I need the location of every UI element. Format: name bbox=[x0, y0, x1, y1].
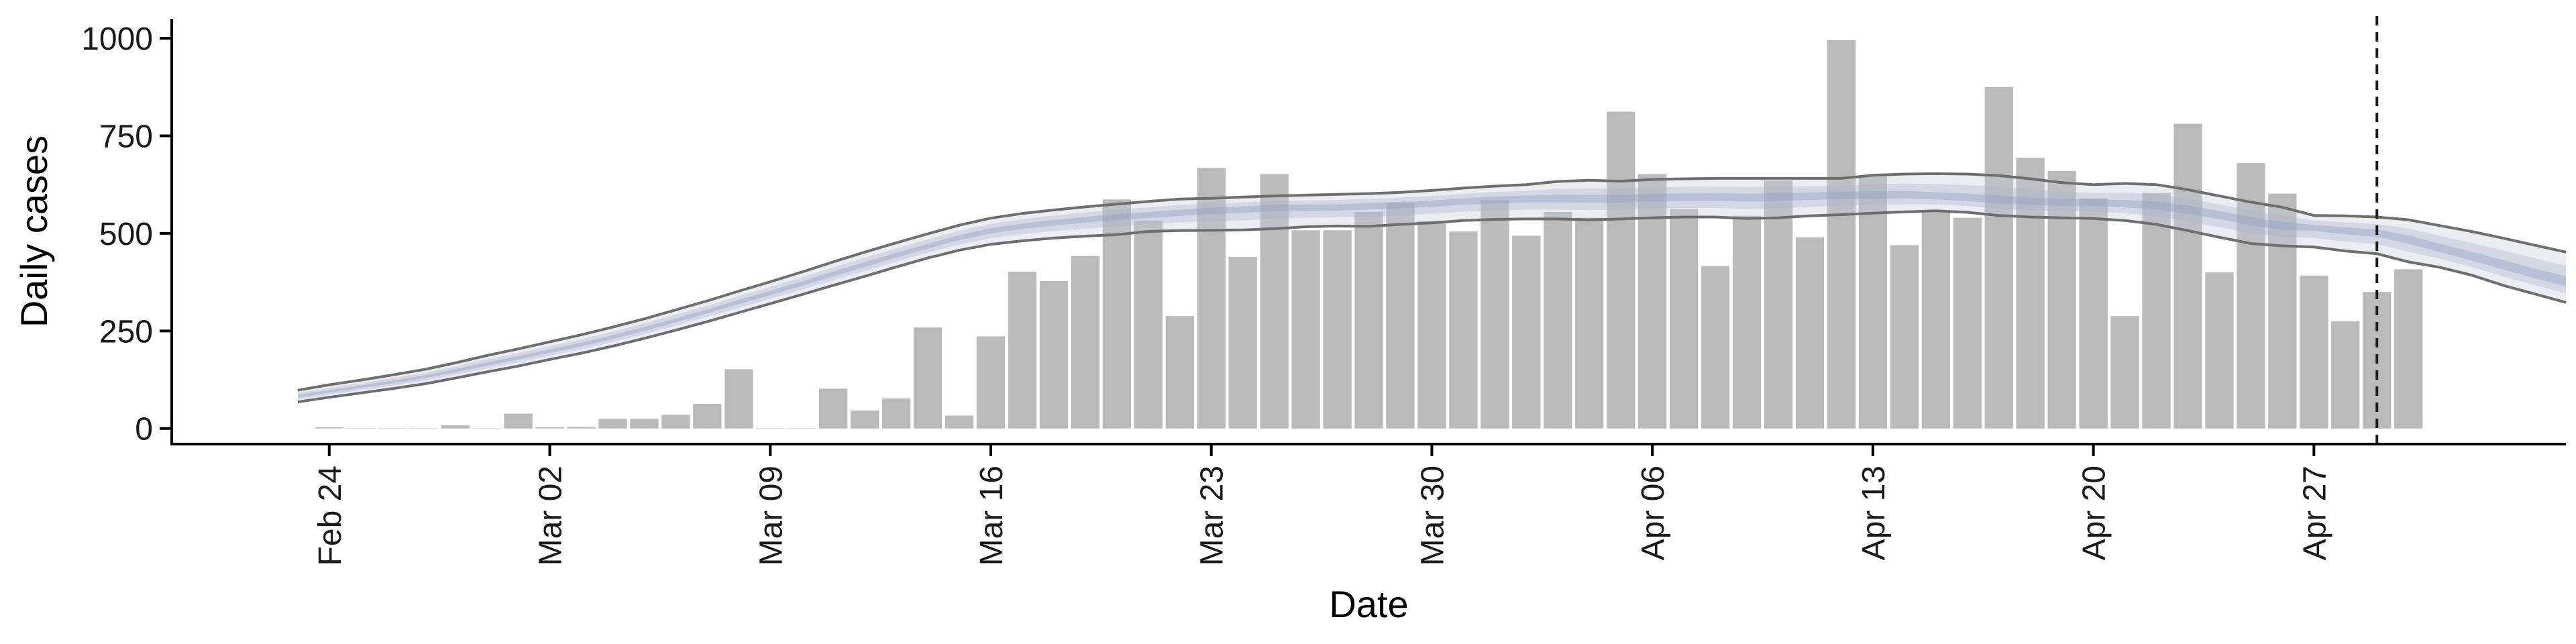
bar bbox=[788, 428, 816, 429]
bar bbox=[851, 411, 879, 429]
bar bbox=[976, 336, 1006, 429]
bar bbox=[1354, 211, 1383, 429]
x-tick-label: Apr 06 bbox=[1635, 466, 1671, 560]
bar bbox=[1827, 40, 1856, 429]
bar bbox=[1481, 200, 1509, 429]
bar bbox=[1670, 209, 1699, 429]
bar bbox=[1575, 217, 1604, 429]
y-tick-label: 250 bbox=[99, 314, 153, 350]
bar bbox=[882, 398, 911, 429]
bar bbox=[1449, 231, 1478, 429]
bar bbox=[724, 369, 753, 429]
bar bbox=[1953, 217, 1982, 429]
x-tick-label: Mar 23 bbox=[1195, 466, 1230, 566]
bar bbox=[1134, 220, 1163, 429]
bar bbox=[819, 388, 848, 429]
bar bbox=[1165, 316, 1194, 429]
bar bbox=[567, 427, 596, 429]
x-tick-label: Feb 24 bbox=[313, 466, 348, 566]
bars-layer bbox=[315, 40, 2423, 429]
bar bbox=[315, 427, 343, 429]
bar bbox=[630, 419, 659, 429]
bar bbox=[378, 428, 407, 429]
bar bbox=[1764, 180, 1793, 429]
bar bbox=[2331, 321, 2360, 429]
bar bbox=[913, 327, 943, 429]
ci-lower-line bbox=[297, 209, 2567, 404]
ci-upper-line bbox=[297, 172, 2567, 392]
bar bbox=[441, 425, 470, 429]
bar bbox=[1039, 280, 1069, 429]
bar bbox=[1890, 245, 1919, 429]
bar bbox=[1795, 237, 1825, 429]
axes-layer bbox=[170, 19, 2566, 445]
bar bbox=[2047, 170, 2076, 429]
bar bbox=[2300, 275, 2328, 429]
bar bbox=[1260, 174, 1289, 429]
bar bbox=[2142, 193, 2171, 429]
bar bbox=[1512, 235, 1541, 429]
y-tick-label: 500 bbox=[99, 217, 153, 252]
bar bbox=[1323, 230, 1352, 429]
x-tick-label: Mar 02 bbox=[533, 466, 569, 566]
bar bbox=[598, 419, 627, 429]
bar bbox=[409, 428, 438, 429]
bar bbox=[346, 428, 375, 429]
bar bbox=[472, 428, 501, 429]
bar bbox=[1102, 199, 1131, 429]
bar bbox=[1858, 175, 1887, 429]
y-tick-label: 750 bbox=[99, 119, 153, 154]
bar bbox=[535, 427, 564, 429]
bar bbox=[1197, 168, 1226, 429]
x-tick-label: Apr 27 bbox=[2297, 466, 2332, 560]
bar bbox=[661, 415, 690, 429]
bar bbox=[1417, 221, 1446, 429]
bar bbox=[693, 404, 722, 429]
bar bbox=[1228, 256, 1257, 429]
bar bbox=[2237, 163, 2265, 429]
bar bbox=[2394, 269, 2423, 429]
bar bbox=[2079, 198, 2108, 429]
x-tick-label: Mar 09 bbox=[753, 466, 789, 566]
ticks-layer: 0 250 500 750 1000 Feb 24 Mar 02 Mar 09 Mar 16 Ma… bbox=[81, 21, 2332, 566]
x-tick-label: Mar 16 bbox=[974, 466, 1010, 566]
y-tick-label: 0 bbox=[135, 412, 153, 447]
bar bbox=[2174, 123, 2202, 429]
x-tick-label: Mar 30 bbox=[1415, 466, 1450, 566]
bar bbox=[504, 413, 533, 429]
bar bbox=[1701, 266, 1730, 429]
bar bbox=[2268, 193, 2297, 429]
bar bbox=[2110, 316, 2139, 429]
bar bbox=[2016, 158, 2045, 429]
bar bbox=[945, 415, 974, 429]
estimate-ribbon-layer bbox=[297, 172, 2567, 404]
bar bbox=[1544, 211, 1572, 429]
x-tick-label: Apr 13 bbox=[1856, 466, 1892, 560]
bar bbox=[2205, 272, 2234, 429]
x-tick-label: Apr 20 bbox=[2077, 466, 2112, 560]
y-tick-label: 1000 bbox=[81, 21, 153, 57]
bar bbox=[1984, 87, 2013, 429]
bar bbox=[1732, 215, 1762, 429]
x-axis-title: Date bbox=[1329, 583, 1408, 625]
y-axis-title: Daily cases bbox=[13, 136, 55, 327]
bar bbox=[1607, 111, 1635, 429]
bar bbox=[1291, 230, 1320, 429]
bar bbox=[1008, 271, 1037, 429]
bar bbox=[1386, 203, 1415, 429]
bar bbox=[1071, 256, 1099, 429]
bar bbox=[1921, 212, 1950, 429]
bar bbox=[756, 428, 785, 429]
